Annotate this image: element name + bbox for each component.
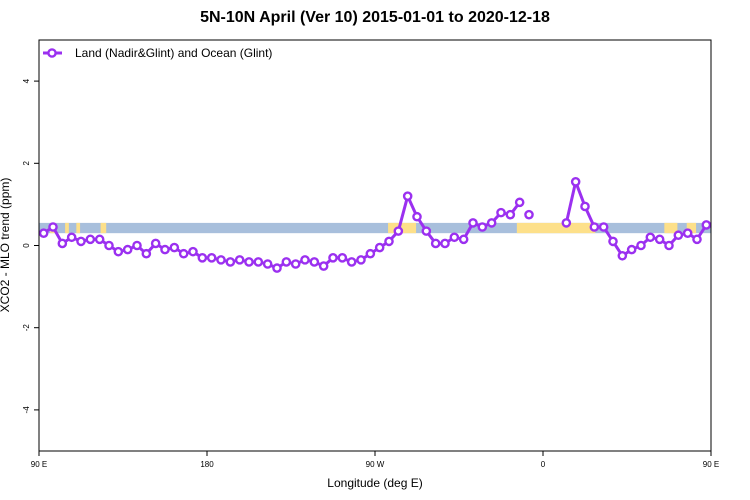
y-tick-label: 0 <box>22 243 31 248</box>
chart-title: 5N-10N April (Ver 10) 2015-01-01 to 2020… <box>200 9 550 26</box>
data-point <box>76 236 86 247</box>
data-point <box>514 197 525 208</box>
data-point <box>300 255 310 265</box>
data-point <box>225 257 236 267</box>
data-point <box>701 220 712 230</box>
data-point <box>346 257 357 267</box>
data-point <box>496 207 506 218</box>
map-band <box>39 222 711 234</box>
land-segment <box>100 222 107 234</box>
data-point <box>561 218 572 228</box>
y-tick-label: 2 <box>22 161 31 166</box>
data-point <box>402 191 413 201</box>
data-point <box>141 248 152 259</box>
data-point <box>160 244 170 255</box>
data-point <box>654 234 665 245</box>
axes: 90 E 180 90 W 0 90 E -4 -2 0 2 4 <box>22 39 719 469</box>
data-point <box>468 218 478 228</box>
data-point <box>66 232 77 243</box>
data-point <box>281 257 292 267</box>
data-point <box>290 259 301 269</box>
data-point <box>216 255 226 265</box>
x-tick-label: 90 W <box>366 460 385 469</box>
data-point <box>570 176 581 187</box>
data-point <box>617 250 628 261</box>
data-point <box>505 209 516 220</box>
data-point <box>328 253 338 263</box>
data-point <box>393 226 404 236</box>
data-point <box>440 238 450 249</box>
data-series <box>38 176 712 273</box>
x-tick-label: 90 E <box>31 460 47 469</box>
data-point <box>580 201 590 212</box>
data-point <box>318 261 329 271</box>
data-point <box>309 257 320 267</box>
data-point <box>272 263 282 273</box>
land-segment <box>388 222 417 234</box>
data-point <box>253 257 264 267</box>
x-tick-label: 180 <box>200 460 214 469</box>
data-point <box>206 253 217 263</box>
ocean-band <box>39 222 711 234</box>
data-point <box>374 242 385 253</box>
data-point <box>692 234 702 245</box>
data-point <box>122 244 133 255</box>
data-point <box>430 238 441 249</box>
data-point <box>337 253 348 263</box>
legend-marker <box>47 48 57 58</box>
land-segment <box>65 222 69 234</box>
y-tick-label: -2 <box>22 324 31 332</box>
data-point <box>178 248 189 259</box>
land-segment <box>664 222 678 234</box>
data-point <box>598 222 609 232</box>
data-point <box>673 230 684 241</box>
data-point <box>384 236 394 247</box>
legend: Land (Nadir&Glint) and Ocean (Glint) <box>43 46 272 60</box>
data-point <box>449 232 460 243</box>
data-point <box>608 236 618 247</box>
data-point <box>150 238 161 249</box>
data-point <box>57 238 68 249</box>
data-point <box>169 242 180 253</box>
data-point <box>38 228 49 238</box>
data-point <box>85 234 96 245</box>
data-point <box>234 255 245 265</box>
y-tick-label: 4 <box>22 78 31 83</box>
y-tick-label: -4 <box>22 406 31 414</box>
data-point <box>412 211 422 222</box>
data-point <box>365 248 376 259</box>
data-point <box>664 240 674 251</box>
data-point <box>524 209 534 220</box>
x-tick-label: 90 E <box>703 460 719 469</box>
data-point <box>645 232 656 243</box>
data-point <box>626 244 637 255</box>
data-point <box>589 222 600 232</box>
data-point <box>458 234 469 245</box>
data-point <box>188 246 198 257</box>
land-segment <box>516 222 596 234</box>
y-axis-label: XCO2 - MLO trend (ppm) <box>0 178 12 313</box>
data-point <box>48 222 58 232</box>
land-segment <box>686 222 697 234</box>
data-point <box>477 222 488 232</box>
data-point <box>244 257 254 267</box>
data-point <box>113 246 124 257</box>
x-axis-label: Longitude (deg E) <box>327 476 422 490</box>
data-point <box>132 240 142 251</box>
data-point <box>104 240 114 251</box>
data-point <box>486 218 497 228</box>
data-point <box>636 240 646 251</box>
data-point <box>94 234 105 245</box>
data-point <box>262 259 273 269</box>
x-tick-label: 0 <box>541 460 546 469</box>
data-point <box>682 228 693 238</box>
land-segment <box>76 222 81 234</box>
legend-label: Land (Nadir&Glint) and Ocean (Glint) <box>75 46 272 60</box>
data-point <box>197 253 208 263</box>
data-point <box>421 226 432 236</box>
data-point <box>356 255 366 265</box>
